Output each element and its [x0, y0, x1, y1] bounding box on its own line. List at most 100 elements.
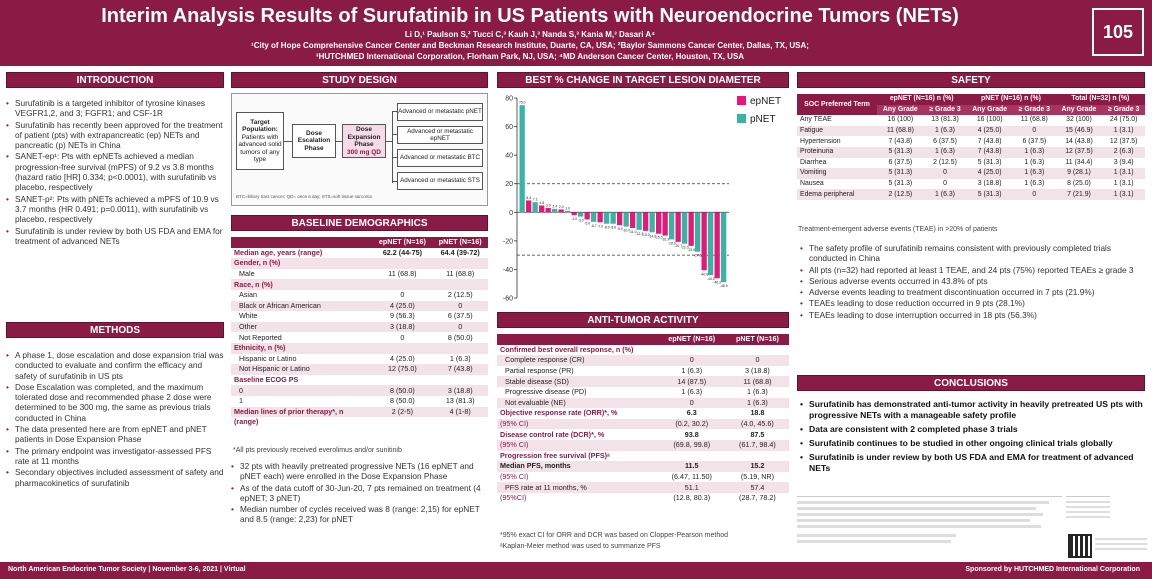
bar-value-label: -44.0: [707, 277, 715, 281]
reference-text-line: [797, 540, 951, 543]
antitumor-row: Progression free survival (PFS)ᵃ: [497, 451, 789, 462]
safety-row: Edema peripheral 2 (12.5) 1 (6.3) 5 (31.3) 0…: [797, 189, 1145, 200]
safety-cell: Vomiting: [797, 168, 878, 179]
baseline-row: Median age, years (range) 62.2 (44-75) 64.…: [231, 248, 488, 259]
baseline-cell: Median age, years (range): [234, 247, 323, 257]
qr-caption-line: [1095, 543, 1147, 545]
safety-sub-header: Any Grade: [877, 104, 924, 116]
bar-value-label: -11.0: [629, 230, 637, 234]
baseline-row: Male 11 (68.8) 11 (68.8): [231, 269, 488, 280]
study-design-diagram: Target Population: Patients with advance…: [231, 93, 488, 206]
antitumor-cell: 11.5: [657, 461, 726, 472]
antitumor-cell: 1 (6.3): [681, 387, 703, 397]
safety-sub-header: ≥ Grade 3: [923, 104, 967, 116]
qr-caption-line: [1095, 548, 1147, 550]
poster-title: Interim Analysis Results of Surufatinib …: [101, 5, 959, 27]
y-tick-label: 80: [505, 96, 513, 103]
antitumor-cell: 6.3: [686, 408, 697, 418]
bar-value-label: -48.9: [720, 284, 728, 288]
safety-bullet: Adverse events leading to treatment disc…: [800, 287, 1145, 298]
poster-footer: North American Endocrine Tumor Society |…: [0, 562, 1152, 579]
introduction-heading: INTRODUCTION: [6, 72, 224, 88]
antitumor-row: (95%CI) (12.8, 80.3) (28.7, 78.2): [497, 493, 789, 504]
waterfall-bar: [630, 212, 636, 228]
antitumor-cell: 51.1: [657, 482, 726, 493]
conclusion-bullet: Surufatinib continues to be studied in o…: [800, 438, 1145, 449]
safety-sub-header: Any Grade: [1055, 104, 1103, 116]
safety-sub-header: Any Grade: [966, 104, 1013, 116]
safety-bullet: All pts (n=32) had reported at least 1 T…: [800, 265, 1145, 276]
ack-text-line: [1066, 516, 1110, 518]
safety-cell: 1 (6.3): [1013, 146, 1056, 158]
safety-cell: 11 (68.8): [877, 125, 924, 137]
baseline-row: 1 8 (50.0) 13 (81.3): [231, 396, 488, 407]
safety-cell: Nausea: [800, 180, 824, 188]
safety-cell: Edema peripheral: [797, 189, 878, 200]
antitumor-heading: ANTI-TUMOR ACTIVITY: [497, 312, 789, 328]
target-population-title: Target Population:: [242, 118, 278, 134]
antitumor-row: PFS rate at 11 months, % 51.1 57.4: [497, 482, 789, 493]
baseline-cell: White: [239, 311, 258, 321]
baseline-cell: Not Reported: [239, 332, 282, 342]
ack-text-line: [1066, 506, 1110, 508]
methods-bullet: Dose Escalation was completed, and the m…: [6, 382, 224, 423]
antitumor-cell: Progressive disease (PD): [505, 387, 587, 397]
intro-bullet: SANET-p²: Pts with pNETs achieved a mPFS…: [6, 194, 224, 225]
baseline-cell: Not Hispanic or Latino: [231, 364, 373, 375]
methods-bullet: A phase 1, dose escalation and dose expa…: [6, 350, 224, 381]
y-tick-label: -40: [503, 267, 513, 274]
antitumor-cell: (4.0, 45.6): [725, 418, 789, 430]
baseline-cell: Race, n (%): [231, 279, 373, 290]
waterfall-bar: [526, 200, 532, 213]
bar-value-label: -27.6: [694, 254, 702, 258]
safety-cell: 8 (25.0): [1067, 180, 1091, 188]
safety-sub-header: ≥ Grade 3: [1102, 104, 1145, 116]
antitumor-cell: Objective response rate (ORR)*, %: [500, 408, 618, 418]
bar-value-label: -7.0: [597, 224, 603, 228]
antitumor-cell: (95% CI): [497, 439, 658, 451]
bar-value-label: -20.7: [674, 244, 682, 248]
bar-value-label: -9.0: [617, 227, 623, 231]
safety-cell: Proteinuria: [797, 146, 878, 158]
author-list: Li D,¹ Paulson S,² Tucci C,³ Kauh J,³ Na…: [404, 30, 656, 39]
target-population-text: Patients with advanced solid tumors of a…: [238, 133, 282, 164]
bar-value-label: 3.0: [546, 204, 551, 208]
waterfall-bar: [656, 212, 662, 234]
safety-cell: 11 (68.8): [1020, 116, 1048, 124]
baseline-cell: 1: [239, 396, 243, 406]
qr-caption-line: [1095, 538, 1147, 540]
antitumor-cell: [658, 451, 726, 462]
baseline-bullet: 32 pts with heavily pretreated progressi…: [231, 461, 488, 482]
baseline-cell: [372, 258, 433, 269]
antitumor-cell: 14 (87.5): [657, 376, 726, 387]
antitumor-cell: Disease control rate (DCR)*, %: [500, 429, 605, 439]
safety-cell: 1 (6.3): [1013, 168, 1056, 179]
qr-code-icon[interactable]: [1068, 534, 1092, 558]
antitumor-row: (95% CI) (6.47, 11.50) (5.19, NR): [497, 472, 789, 483]
connector: [392, 134, 397, 135]
antitumor-row: Progressive disease (PD) 1 (6.3) 1 (6.3): [497, 387, 789, 398]
bar-value-label: -19.0: [668, 241, 676, 245]
references-block: [797, 496, 1062, 558]
antitumor-row: Disease control rate (DCR)*, % 93.8 87.5: [497, 429, 789, 440]
baseline-cell: Asian: [239, 290, 257, 300]
safety-cell: 1 (6.3): [1024, 158, 1045, 166]
baseline-header-cell: epNET (N=16): [372, 237, 433, 248]
safety-row: Hypertension 7 (43.8) 6 (37.5) 7 (43.8) 6 (3…: [797, 136, 1145, 147]
antitumor-cell: 87.5: [750, 429, 765, 439]
waterfall-bar: [695, 212, 701, 252]
baseline-row: Race, n (%): [231, 279, 488, 290]
waterfall-heading: BEST % CHANGE IN TARGET LESION DIAMETER: [497, 72, 789, 88]
antitumor-cell: 11 (68.8): [725, 376, 789, 387]
footer-sponsor: Sponsored by HUTCHMED International Corp…: [965, 566, 1140, 573]
safety-cell: 15 (46.9): [1055, 125, 1103, 137]
baseline-row: (range): [231, 417, 488, 428]
antitumor-cell: 0: [725, 355, 789, 366]
bar-value-label: -10.0: [622, 229, 630, 233]
bar-value-label: 2.4: [552, 204, 557, 208]
safety-cell: 6 (37.5): [1022, 137, 1047, 145]
safety-cell: 1 (3.1): [1113, 180, 1134, 188]
safety-cell: 14 (43.8): [1065, 137, 1093, 145]
y-tick-label: -60: [503, 296, 513, 303]
legend-swatch: [737, 114, 746, 123]
